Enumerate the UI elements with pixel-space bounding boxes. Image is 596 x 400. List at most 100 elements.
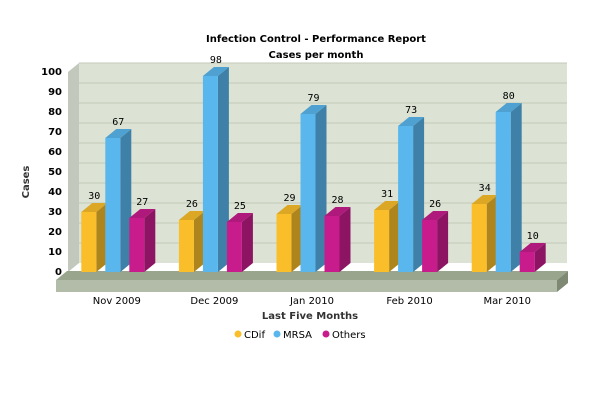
bar-top [398, 117, 425, 126]
plot-area: 0 10 20 30 40 50 60 70 80 90 100 30 67 27 Nov 2009 26 98… [41, 55, 568, 307]
data-label: 25 [234, 201, 246, 212]
plot-side-wall [68, 63, 79, 272]
bar-side [413, 117, 425, 272]
data-label: 34 [479, 183, 491, 194]
bar-mrsa-nov-2009 [105, 129, 132, 272]
y-tick-label: 90 [48, 87, 62, 98]
x-axis-title: Last Five Months [262, 311, 358, 322]
bar-top [300, 105, 327, 114]
bar-top [178, 211, 205, 220]
bar-front [471, 204, 487, 272]
bar-front [81, 212, 97, 272]
y-tick-label: 30 [48, 207, 62, 218]
bar-mrsa-dec-2009 [202, 67, 229, 272]
bar-others-mar-2010 [519, 243, 546, 272]
bar-front [300, 114, 316, 272]
bar-front [129, 218, 145, 272]
data-label: 98 [210, 55, 222, 66]
bar-others-dec-2009 [226, 213, 253, 272]
bar-front [374, 210, 390, 272]
x-tick-label: Dec 2009 [190, 296, 238, 307]
bar-top [226, 213, 253, 222]
y-tick-label: 20 [48, 227, 62, 238]
bar-front [519, 252, 535, 272]
bar-top [81, 203, 108, 212]
bar-side [534, 243, 546, 272]
data-label: 10 [527, 231, 539, 242]
bar-side [315, 105, 327, 272]
y-tick-label: 0 [55, 267, 62, 278]
legend-label: MRSA [283, 330, 312, 341]
bar-side [96, 203, 108, 272]
bar-side [193, 211, 205, 272]
bar-front [178, 220, 194, 272]
bar-cdif-nov-2009 [81, 203, 108, 272]
x-tick-label: Mar 2010 [483, 296, 531, 307]
bar-top [105, 129, 132, 138]
legend-label: CDif [244, 330, 265, 341]
bar-side [120, 129, 132, 272]
data-label: 67 [112, 117, 124, 128]
data-label: 27 [136, 197, 148, 208]
plot-floor [56, 271, 568, 280]
y-tick-label: 50 [48, 167, 62, 178]
legend-swatch [322, 330, 330, 338]
bar-top [422, 211, 449, 220]
data-label: 29 [283, 193, 295, 204]
bar-side [486, 195, 498, 272]
x-tick-label: Feb 2010 [386, 296, 432, 307]
bar-top [374, 201, 401, 210]
chart-title: Infection Control - Performance Report [206, 34, 426, 45]
bar-side [291, 205, 303, 272]
bar-side [437, 211, 449, 272]
bar-side [144, 209, 156, 272]
bar-top [276, 205, 303, 214]
data-label: 31 [381, 189, 393, 200]
plot-floor-front [56, 280, 557, 292]
bar-side [217, 67, 229, 272]
bar-front [495, 112, 511, 272]
y-tick-label: 80 [48, 107, 62, 118]
bar-front [202, 76, 218, 272]
bar-top [129, 209, 156, 218]
bar-front [105, 138, 121, 272]
bar-front [398, 126, 414, 272]
legend-swatch [273, 330, 281, 338]
data-label: 73 [405, 105, 417, 116]
y-axis-title: Cases [21, 166, 32, 199]
bar-others-feb-2010 [422, 211, 449, 272]
bar-front [276, 214, 292, 272]
bar-side [339, 207, 351, 272]
bar-cdif-feb-2010 [374, 201, 401, 272]
data-label: 26 [186, 199, 198, 210]
y-tick-label: 100 [41, 67, 62, 78]
legend-label: Others [332, 330, 366, 341]
y-tick-label: 70 [48, 127, 62, 138]
chart-subtitle: Cases per month [269, 50, 364, 61]
data-label: 26 [429, 199, 441, 210]
bar-cdif-dec-2009 [178, 211, 205, 272]
bar-top [495, 103, 522, 112]
bar-cdif-jan-2010 [276, 205, 303, 272]
x-tick-label: Nov 2009 [93, 296, 141, 307]
legend: CDif MRSA Others [234, 330, 366, 341]
bar-top [202, 67, 229, 76]
data-label: 28 [331, 195, 343, 206]
bar-side [389, 201, 401, 272]
bar-front [324, 216, 340, 272]
bar-others-jan-2010 [324, 207, 351, 272]
bar-side [241, 213, 253, 272]
y-tick-label: 10 [48, 247, 62, 258]
bar-front [422, 220, 438, 272]
bar-top [519, 243, 546, 252]
y-tick-label: 60 [48, 147, 62, 158]
bar-top [324, 207, 351, 216]
y-tick-label: 40 [48, 187, 62, 198]
legend-item-cdif: CDif [234, 330, 265, 341]
data-label: 80 [503, 91, 515, 102]
bar-cdif-mar-2010 [471, 195, 498, 272]
legend-item-mrsa: MRSA [273, 330, 312, 341]
bar-others-nov-2009 [129, 209, 156, 272]
bar-front [226, 222, 242, 272]
